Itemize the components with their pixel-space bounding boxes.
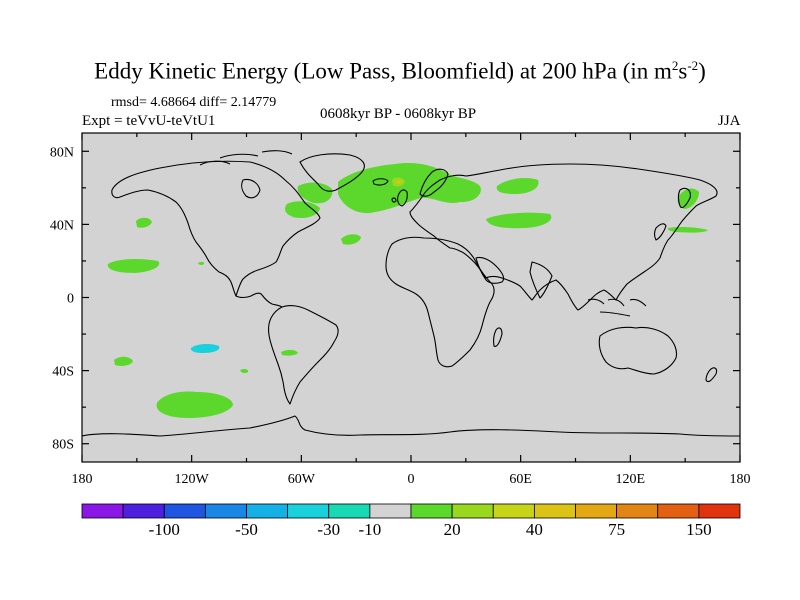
- coastline-eurasia: [409, 163, 718, 311]
- coastline-britain: [391, 189, 408, 207]
- colorbar-swatch: [204, 503, 247, 519]
- colorbar-label: 75: [608, 520, 625, 539]
- x-tick-label: 0: [408, 472, 415, 487]
- season-label: JJA: [718, 113, 741, 129]
- colorbar-swatch: [616, 503, 659, 519]
- y-tick-label: 0: [67, 292, 74, 307]
- period-label: 0608kyr BP - 0608kyr BP: [320, 106, 477, 122]
- anomaly-region: [190, 343, 220, 353]
- x-tick-label: 60W: [288, 472, 316, 487]
- coastline-hudson-bay: [241, 178, 261, 199]
- anomaly-region: [338, 162, 481, 214]
- colorbar-label: -100: [149, 520, 180, 539]
- coastline-new-zealand: [705, 367, 718, 383]
- coastline-north-america: [111, 160, 321, 297]
- y-tick-label: 80S: [52, 438, 74, 453]
- anomaly-region: [341, 234, 361, 245]
- colorbar-swatch: [246, 503, 289, 519]
- anomaly-region: [281, 349, 298, 356]
- y-tick-label: 80N: [50, 145, 74, 160]
- anomaly-region: [496, 178, 539, 194]
- x-tick-label: 180: [730, 472, 751, 487]
- colorbar-label: -30: [317, 520, 340, 539]
- colorbar-swatch: [575, 503, 618, 519]
- colorbar-swatch: [81, 503, 124, 519]
- colorbar-swatch: [533, 503, 576, 519]
- x-tick-label: 180: [72, 472, 93, 487]
- coastline-scandinavia: [419, 168, 449, 197]
- coastline-antarctica: [82, 415, 740, 437]
- colorbar-swatch: [328, 503, 371, 519]
- x-tick-label: 120W: [175, 472, 210, 487]
- anomaly-region: [486, 212, 552, 229]
- x-tick-label: 120E: [616, 472, 646, 487]
- chart-title: Eddy Kinetic Energy (Low Pass, Bloomfiel…: [94, 58, 706, 84]
- anomaly-region: [396, 179, 402, 184]
- colorbar-swatch: [410, 503, 453, 519]
- colorbar-swatch: [698, 503, 741, 519]
- coastline-iceland: [372, 178, 389, 186]
- colorbar-swatch: [122, 503, 165, 519]
- colorbar-swatch: [451, 503, 494, 519]
- coastline-indonesia: [587, 298, 647, 317]
- anomaly-region: [240, 368, 249, 374]
- y-tick-label: 40N: [50, 218, 74, 233]
- y-tick-label: 40S: [52, 365, 74, 380]
- colorbar-swatch: [287, 503, 330, 519]
- anomaly-region: [114, 356, 133, 366]
- coastline-central-america: [235, 292, 283, 308]
- coastline-japan: [653, 223, 667, 241]
- anomaly-region: [136, 217, 152, 228]
- coastline-kamchatka: [677, 187, 691, 209]
- colorbar-label: 40: [526, 520, 543, 539]
- colorbar-swatch: [657, 503, 700, 519]
- colorbar-swatch: [163, 503, 206, 519]
- coastline-south-america: [268, 305, 339, 405]
- anomaly-region: [107, 259, 160, 273]
- colorbar-label: -50: [235, 520, 258, 539]
- coastline-arctic-islands: [199, 150, 293, 166]
- colorbar-label: 20: [444, 520, 461, 539]
- coastline-greenland: [299, 153, 365, 192]
- colorbar-swatch: [492, 503, 535, 519]
- x-tick-label: 60E: [509, 472, 532, 487]
- coastline-africa: [385, 236, 495, 368]
- coastline-madagascar: [493, 327, 503, 347]
- colorbar-label: -10: [359, 520, 382, 539]
- anomaly-region: [667, 226, 708, 233]
- anomaly-region: [297, 182, 333, 204]
- rmsd-label: rmsd= 4.68664 diff= 2.14779: [111, 95, 277, 110]
- anomaly-region: [198, 261, 205, 266]
- colorbar-swatch: [369, 503, 412, 519]
- anomaly-region: [285, 201, 320, 218]
- colorbar-label: 150: [686, 520, 712, 539]
- anomaly-region: [156, 391, 233, 418]
- coastline-arabia: [475, 256, 505, 284]
- experiment-label: Expt = teVvU-teVtU1: [82, 113, 216, 129]
- anomaly-region: [677, 188, 699, 209]
- coastline-india: [529, 261, 553, 299]
- coastline-australia: [598, 326, 678, 375]
